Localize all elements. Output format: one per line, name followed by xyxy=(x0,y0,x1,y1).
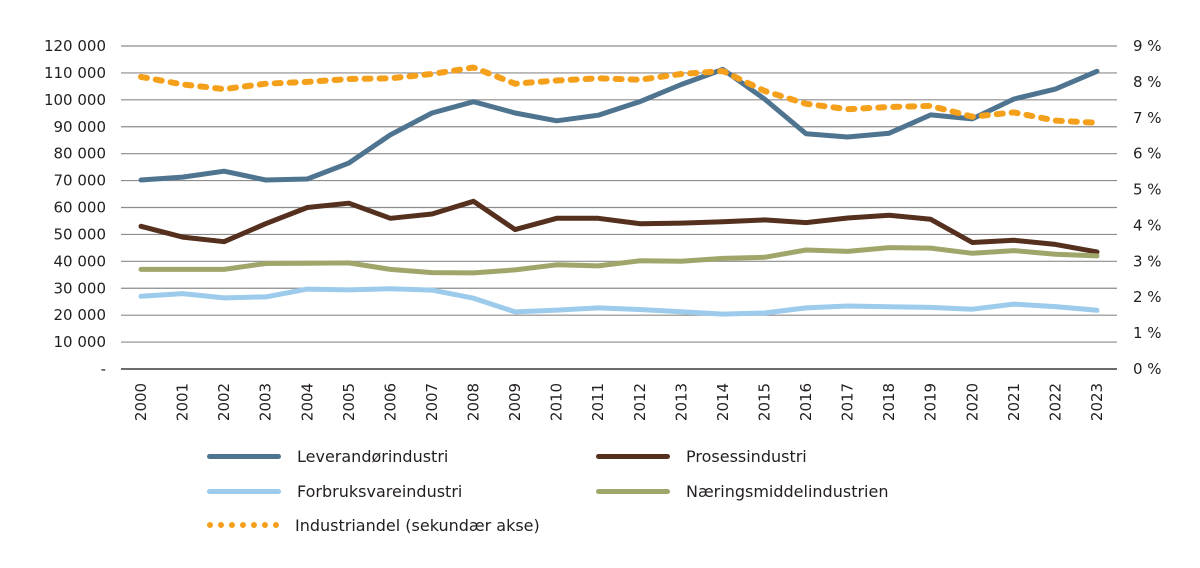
x-tick-label: 2016 xyxy=(797,383,815,421)
y-tick-label: 20 000 xyxy=(54,306,107,324)
y2-tick-label: 4 % xyxy=(1133,216,1162,234)
y2-tick-label: 2 % xyxy=(1133,288,1162,306)
y2-tick-label: 5 % xyxy=(1133,181,1162,199)
x-tick-label: 2005 xyxy=(340,383,358,421)
y2-tick-label: 0 % xyxy=(1133,360,1162,378)
series-lines xyxy=(138,64,1100,317)
y2-tick-label: 6 % xyxy=(1133,145,1162,163)
x-tick-label: 2001 xyxy=(174,383,192,421)
x-tick-label: 2000 xyxy=(132,383,150,421)
x-tick-label: 2010 xyxy=(548,383,566,421)
y2-tick-label: 8 % xyxy=(1133,73,1162,91)
x-tick-label: 2013 xyxy=(672,383,690,421)
x-tick-label: 2002 xyxy=(215,383,233,421)
x-tick-label: 2007 xyxy=(423,383,441,421)
y-tick-label: 60 000 xyxy=(54,199,107,217)
x-tick-label: 2003 xyxy=(257,383,275,421)
x-tick-label: 2004 xyxy=(298,383,316,421)
y-tick-label: 80 000 xyxy=(54,145,107,163)
y2-tick-label: 9 % xyxy=(1133,37,1162,55)
x-tick-label: 2015 xyxy=(755,383,773,421)
x-tick-label: 2023 xyxy=(1088,383,1106,421)
x-tick-label: 2020 xyxy=(963,383,981,421)
y-tick-label: 100 000 xyxy=(44,91,106,109)
x-tick-label: 2019 xyxy=(922,383,940,421)
y-tick-label: 110 000 xyxy=(44,64,106,82)
series-line-0 xyxy=(138,66,1100,183)
series-line-3 xyxy=(138,245,1100,276)
x-tick-label: 2012 xyxy=(631,383,649,421)
x-tick-label: 2006 xyxy=(381,383,399,421)
y2-tick-label: 7 % xyxy=(1133,109,1162,127)
y-tick-label: 120 000 xyxy=(44,37,106,55)
x-tick-label: 2017 xyxy=(839,383,857,421)
x-tick-label: 2018 xyxy=(880,383,898,421)
y-tick-label: 70 000 xyxy=(54,172,107,190)
x-tick-label: 2008 xyxy=(465,383,483,421)
x-tick-label: 2022 xyxy=(1046,383,1064,421)
y2-tick-label: 3 % xyxy=(1133,252,1162,270)
y-tick-label: 50 000 xyxy=(54,225,107,243)
y-axis-secondary: 0 % 1 % 2 % 3 % 4 % 5 % 6 % 7 % 8 % 9 % xyxy=(1133,37,1162,378)
x-tick-label: 2021 xyxy=(1005,383,1023,421)
y-tick-label: 90 000 xyxy=(54,118,107,136)
y-tick-label: 40 000 xyxy=(54,252,107,270)
x-tick-label: 2009 xyxy=(506,383,524,421)
y-axis-primary: - 10 000 20 000 30 000 40 000 50 000 60 000 70 … xyxy=(44,37,106,378)
x-axis: 2000 2001 2002 2003 2004 2005 2006 2007 2008 2009… xyxy=(132,383,1106,421)
series-line-2 xyxy=(138,286,1100,317)
x-tick-label: 2011 xyxy=(589,383,607,421)
gridlines xyxy=(121,45,1117,370)
series-line-1 xyxy=(138,198,1100,255)
y2-tick-label: 1 % xyxy=(1133,324,1162,342)
y-tick-label: - xyxy=(101,360,106,378)
y-tick-label: 30 000 xyxy=(54,279,107,297)
series-line-4 xyxy=(138,64,1100,126)
y-tick-label: 10 000 xyxy=(54,333,107,351)
x-tick-label: 2014 xyxy=(714,383,732,421)
